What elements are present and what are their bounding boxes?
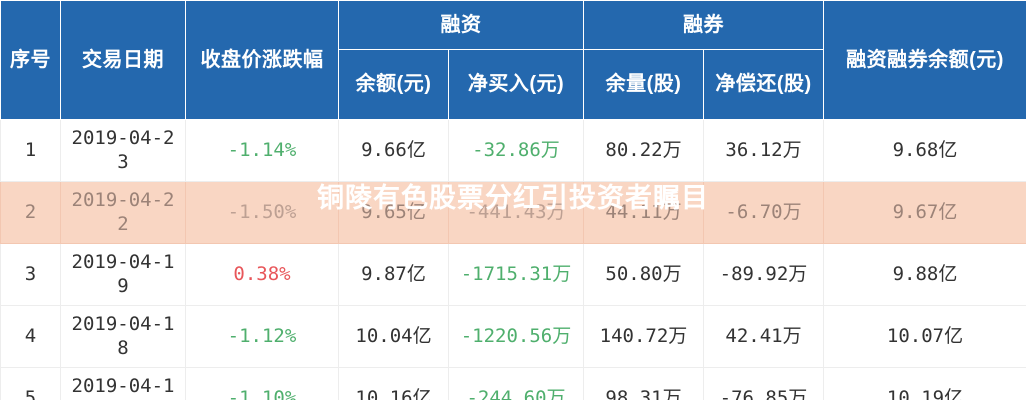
row-cell-total-balance: 10.07亿 xyxy=(823,305,1026,368)
column-header-total-balance[interactable]: 融资融券余额(元) xyxy=(823,0,1026,120)
column-header-date[interactable]: 交易日期 xyxy=(60,0,186,120)
column-header-short-net-repay[interactable]: 净偿还(股) xyxy=(703,49,824,120)
row-cell-margin-balance: 9.66亿 xyxy=(338,119,449,182)
row-cell-index: 4 xyxy=(0,305,61,368)
row-cell-short-balance: 44.11万 xyxy=(583,181,704,244)
column-header-short-balance[interactable]: 余量(股) xyxy=(583,49,704,120)
row-cell-index: 5 xyxy=(0,367,61,400)
row-cell-short-net-repay: -6.70万 xyxy=(703,181,824,244)
row-cell-date: 2019-04-22 xyxy=(60,181,186,244)
header-row-bottom: 余额(元) 净买入(元) 余量(股) 净偿还(股) xyxy=(1,49,1026,120)
row-cell-change: -1.50% xyxy=(185,181,339,244)
row-cell-change: 0.38% xyxy=(185,243,339,306)
row-cell-margin-net-buy: -441.43万 xyxy=(448,181,584,244)
row-cell-change: -1.14% xyxy=(185,119,339,182)
row-cell-change: -1.12% xyxy=(185,305,339,368)
table-body: 1 2019-04-23 -1.14% 9.66亿 -32.86万 80.22万 36.12… xyxy=(0,119,1026,400)
row-cell-index: 3 xyxy=(0,243,61,306)
column-header-margin-net-buy[interactable]: 净买入(元) xyxy=(448,49,584,120)
table-row[interactable]: 1 2019-04-23 -1.14% 9.66亿 -32.86万 80.22万 36.12… xyxy=(0,119,1026,182)
row-cell-margin-balance: 9.87亿 xyxy=(338,243,449,306)
row-cell-short-net-repay: -89.92万 xyxy=(703,243,824,306)
row-cell-short-balance: 140.72万 xyxy=(583,305,704,368)
column-header-change[interactable]: 收盘价涨跌幅 xyxy=(185,0,339,120)
row-cell-short-net-repay: -76.85万 xyxy=(703,367,824,400)
row-cell-date: 2019-04-18 xyxy=(60,305,186,368)
row-cell-date: 2019-04-19 xyxy=(60,243,186,306)
row-cell-margin-net-buy: -244.60万 xyxy=(448,367,584,400)
row-cell-total-balance: 10.19亿 xyxy=(823,367,1026,400)
row-cell-short-balance: 98.31万 xyxy=(583,367,704,400)
row-cell-margin-balance: 10.04亿 xyxy=(338,305,449,368)
table-row[interactable]: 52019-04-17-1.10%10.16亿-244.60万98.31万-76… xyxy=(0,367,1026,400)
column-header-index[interactable]: 序号 xyxy=(0,0,61,120)
row-cell-total-balance: 9.68亿 xyxy=(823,119,1026,182)
row-cell-date: 2019-04-17 xyxy=(60,367,186,400)
table-row[interactable]: 3 2019-04-19 0.38% 9.87亿 -1715.31万 50.80万 -89.… xyxy=(0,243,1026,306)
column-header-margin-balance[interactable]: 余额(元) xyxy=(338,49,449,120)
row-cell-short-balance: 50.80万 xyxy=(583,243,704,306)
row-cell-date: 2019-04-23 xyxy=(60,119,186,182)
row-cell-total-balance: 9.88亿 xyxy=(823,243,1026,306)
row-cell-short-net-repay: 36.12万 xyxy=(703,119,824,182)
header-row-top: 序号 交易日期 收盘价涨跌幅 融资 融券 融资融券余额(元) xyxy=(0,0,1026,120)
row-cell-short-balance: 80.22万 xyxy=(583,119,704,182)
row-cell-margin-balance: 9.65亿 xyxy=(338,181,449,244)
table-row[interactable]: 4 2019-04-18 -1.12% 10.04亿 -1220.56万 140.72万 4… xyxy=(0,305,1026,368)
row-cell-margin-balance: 10.16亿 xyxy=(338,367,449,400)
table-header: 序号 交易日期 收盘价涨跌幅 融资 融券 融资融券余额(元) 余额(元) 净买入… xyxy=(0,0,1026,120)
column-group-header-short: 融券 xyxy=(583,0,824,50)
row-cell-margin-net-buy: -1715.31万 xyxy=(448,243,584,306)
row-cell-margin-net-buy: -1220.56万 xyxy=(448,305,584,368)
row-cell-index: 2 xyxy=(0,181,61,244)
column-group-header-margin: 融资 xyxy=(338,0,584,50)
row-cell-index: 1 xyxy=(0,119,61,182)
row-cell-total-balance: 9.67亿 xyxy=(823,181,1026,244)
table-row[interactable]: 2 2019-04-22 -1.50% 9.65亿 -441.43万 44.11万 -6.7… xyxy=(0,181,1026,244)
row-cell-change: -1.10% xyxy=(185,367,339,400)
row-cell-margin-net-buy: -32.86万 xyxy=(448,119,584,182)
row-cell-short-net-repay: 42.41万 xyxy=(703,305,824,368)
